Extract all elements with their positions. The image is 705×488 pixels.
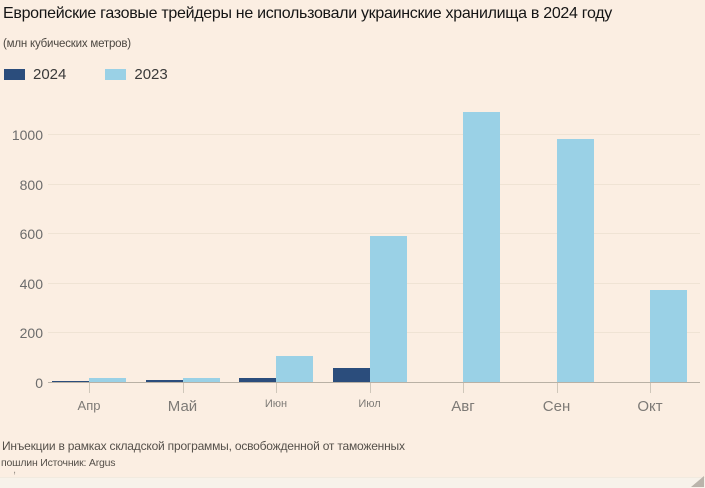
x-axis-label-Июл: Июл [358,398,381,410]
bar-2023-Июн [276,356,313,382]
stray-mark: , [13,464,17,476]
x-axis-tick [556,383,558,393]
x-axis-label-Авг: Авг [451,398,475,415]
bar-2024-Июн [239,378,276,382]
bar-2023-Апр [89,378,126,382]
x-axis-tick [276,383,277,393]
bar-2024-Апр [52,381,89,382]
x-axis-tick [182,383,184,393]
bar-2024-Май [145,380,183,382]
y-axis-tick-label: 1000 [11,127,43,143]
bar-2023-Сен [556,139,594,382]
x-axis-label-Май: Май [167,398,198,415]
x-axis-tick [650,383,651,393]
bar-2023-Июл [369,236,407,382]
x-axis-label-Окт: Окт [637,398,663,415]
x-axis-label-Апр: Апр [77,398,101,413]
page-title: Европейские газовые трейдеры не использо… [3,5,612,22]
legend-swatch-2024-icon [4,69,25,80]
y-axis-tick-label: 200 [19,325,43,342]
x-axis-label-Сен: Сен [542,398,571,415]
x-axis-line [48,382,700,383]
chart-unit-subtitle: (млн кубических метров) [3,38,131,50]
bar-chart-plot-area: 0 200 400 600 800 1000 [0,100,705,391]
x-axis-tick [463,383,464,393]
footnote-line-2: пошлин Источник: Argus [1,457,116,469]
bar-2023-Окт [650,290,687,382]
legend-swatch-2023-icon [105,69,127,80]
horizontal-scrollbar-track[interactable] [0,476,705,488]
x-axis-tick [369,383,371,393]
bar-2023-Май [182,378,220,382]
x-axis-tick [89,383,90,393]
legend: 2024 2023 [4,66,168,83]
bar-2024-Июл [332,368,370,382]
bar-2023-Авг [463,112,500,382]
legend-item-2024: 2024 [4,66,66,83]
footnote-line-1: Инъекции в рамках складской программы, о… [2,439,405,453]
y-axis-tick-label: 0 [35,375,43,391]
x-axis-label-Июн: Июн [264,398,288,410]
gridline [48,183,700,185]
y-axis-tick-label: 400 [19,275,43,292]
y-axis-tick-label: 600 [19,226,43,243]
legend-item-2023: 2023 [105,66,168,83]
legend-label-2024: 2024 [33,66,67,83]
y-axis-tick-label: 800 [19,176,43,193]
gridline [48,134,700,135]
legend-label-2023: 2023 [134,66,168,83]
gridline [48,233,700,235]
window-resize-grip-icon[interactable] [691,476,704,487]
